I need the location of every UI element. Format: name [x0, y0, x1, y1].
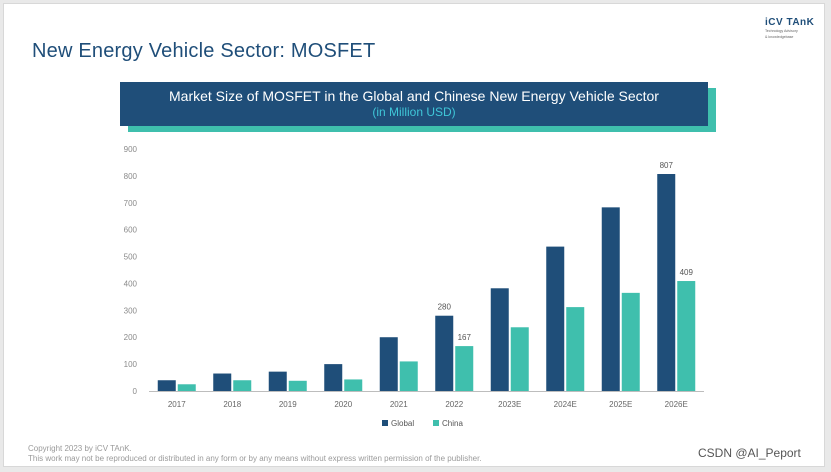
logo-tagline-2: & knowledgebase: [765, 34, 794, 39]
legend-swatch-china: [433, 420, 439, 426]
bar-global: [157, 380, 176, 391]
page-title: New Energy Vehicle Sector: MOSFET: [32, 40, 376, 62]
y-tick-label: 800: [124, 172, 138, 181]
watermark: CSDN @AI_Peport: [698, 446, 801, 460]
data-label: 167: [458, 333, 472, 342]
y-tick-label: 700: [124, 199, 138, 208]
x-tick-label: 2018: [223, 400, 241, 409]
y-tick-label: 500: [124, 253, 138, 262]
x-tick-label: 2020: [334, 400, 352, 409]
y-tick-label: 100: [124, 360, 138, 369]
legend-label-china: China: [442, 419, 463, 428]
x-tick-label: 2017: [168, 400, 186, 409]
x-tick-label: 2025E: [609, 400, 632, 409]
slide: New Energy Vehicle Sector: MOSFET iCV TA…: [3, 3, 825, 467]
bar-china: [510, 327, 529, 391]
bar-global: [213, 373, 232, 391]
bar-global: [490, 288, 509, 391]
chart-title: Market Size of MOSFET in the Global and …: [169, 88, 659, 104]
legend-swatch-global: [382, 420, 388, 426]
bar-china: [621, 292, 640, 391]
bar-global: [657, 174, 676, 391]
chart-subtitle: (in Million USD): [372, 105, 456, 119]
x-tick-label: 2021: [390, 400, 408, 409]
y-tick-label: 400: [124, 279, 138, 288]
bar-china: [344, 379, 363, 391]
chart-banner: Market Size of MOSFET in the Global and …: [120, 82, 708, 126]
bar-chart: 0 100 200 300 400 500 600 700 800 900 2017 2018 2019…: [124, 145, 704, 428]
bar-china: [455, 346, 474, 391]
logo-tagline-1: Technology Advisory: [765, 29, 798, 33]
copyright-footer: Copyright 2023 by iCV TAnK. This work ma…: [28, 444, 482, 464]
data-label: 280: [438, 303, 452, 312]
y-tick-label: 200: [124, 333, 138, 342]
bar-china: [288, 380, 307, 391]
bar-china: [677, 281, 696, 391]
bar-china: [566, 307, 585, 391]
bar-global: [324, 364, 343, 391]
y-tick-label: 300: [124, 306, 138, 315]
bar-china: [233, 380, 252, 391]
bar-global: [546, 246, 565, 391]
y-tick-label: 600: [124, 226, 138, 235]
y-tick-label: 900: [124, 145, 138, 154]
bar-china: [399, 361, 418, 391]
y-tick-label: 0: [133, 387, 138, 396]
disclaimer-line: This work may not be reproduced or distr…: [28, 454, 482, 463]
logo-text: iCV TAnK: [765, 17, 815, 28]
x-tick-label: 2026E: [665, 400, 688, 409]
bar-global: [268, 371, 287, 391]
x-tick-label: 2022: [445, 400, 463, 409]
logo: iCV TAnK Technology Advisory & knowledge…: [765, 17, 824, 39]
copyright-line: Copyright 2023 by iCV TAnK.: [28, 444, 132, 453]
bar-china: [177, 384, 196, 391]
bar-global: [379, 337, 398, 391]
x-tick-label: 2024E: [554, 400, 577, 409]
data-label: 409: [680, 268, 694, 277]
data-label: 807: [660, 161, 674, 170]
legend-label-global: Global: [391, 419, 414, 428]
x-tick-label: 2019: [279, 400, 297, 409]
bar-global: [435, 315, 454, 391]
bar-global: [601, 207, 620, 391]
x-tick-label: 2023E: [498, 400, 521, 409]
